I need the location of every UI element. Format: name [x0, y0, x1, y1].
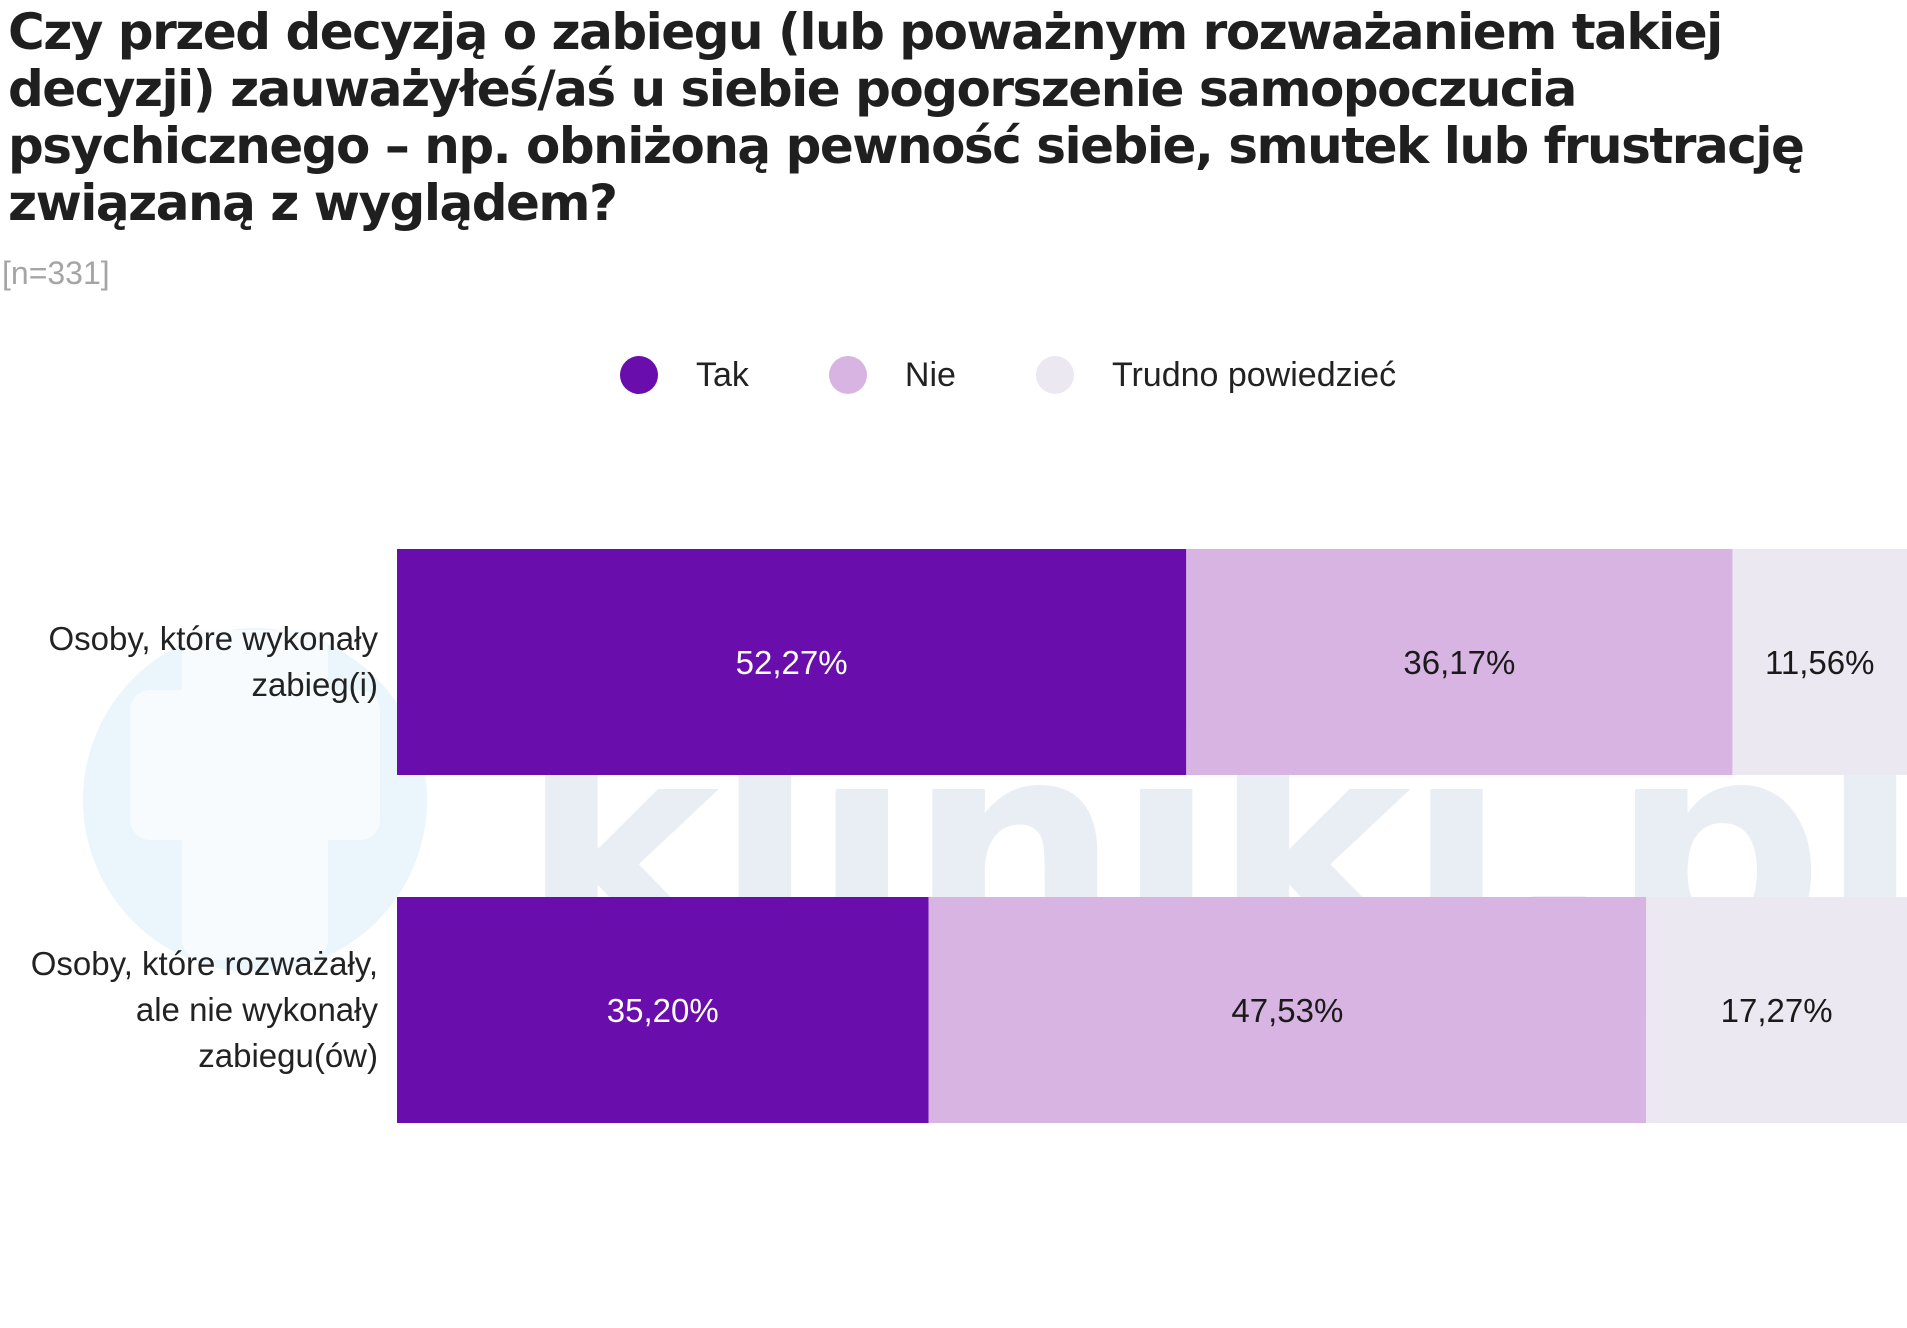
- bar-segment: [397, 549, 1187, 775]
- bar-value-label: 36,17%: [1403, 644, 1515, 681]
- legend-label: Nie: [904, 355, 956, 394]
- legend-item: Tak: [620, 356, 749, 395]
- bar-segment: [397, 897, 929, 1123]
- bar-value-label: 11,56%: [1765, 644, 1874, 681]
- category-label: zabieg(i): [251, 666, 378, 703]
- category-label: zabiegu(ów): [198, 1037, 378, 1074]
- legend-item: Trudno powiedzieć: [1035, 355, 1397, 395]
- legend-label: Tak: [696, 355, 749, 394]
- bar-value-label: 17,27%: [1721, 992, 1833, 1029]
- chart-title: Czy przed decyzją o zabiegu (lub poważny…: [8, 3, 1805, 232]
- category-label: ale nie wykonały: [136, 991, 379, 1028]
- legend-item: Nie: [828, 355, 956, 395]
- legend: Tak Nie Trudno powiedzieć: [620, 350, 1476, 400]
- legend-swatch: [620, 356, 658, 394]
- bar-segment: [1732, 549, 1907, 775]
- bar-segment: [1186, 549, 1733, 775]
- category-label: Osoby, które rozważały,: [31, 945, 378, 982]
- legend-swatch: [828, 356, 867, 394]
- legend-label: Trudno powiedzieć: [1111, 355, 1397, 394]
- bar-value-label: 47,53%: [1231, 992, 1343, 1029]
- bar-segment: [1646, 897, 1907, 1123]
- bar-segment: [928, 897, 1647, 1123]
- sample-size-label: [n=331]: [2, 255, 110, 291]
- legend-swatch: [1035, 356, 1074, 394]
- bar-value-label: 52,27%: [736, 644, 848, 681]
- category-label: Osoby, które wykonały: [48, 620, 378, 657]
- bar-value-label: 35,20%: [607, 992, 719, 1029]
